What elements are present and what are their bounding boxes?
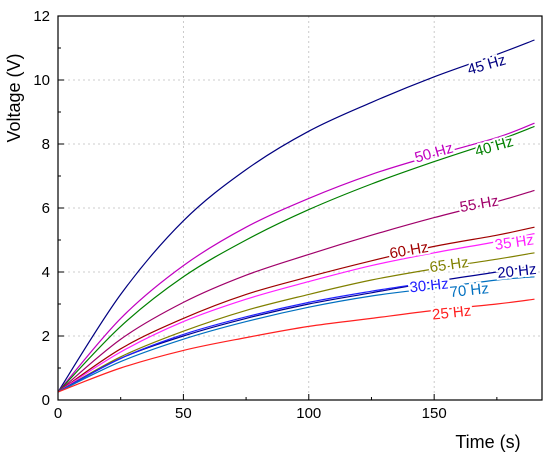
x-tick-label: 100 xyxy=(296,405,321,422)
series-label-20-hz: 20 Hz xyxy=(496,261,537,282)
y-tick-label: 6 xyxy=(42,200,50,217)
series-label-55-hz: 55 Hz xyxy=(458,193,500,217)
y-axis-title: Voltage (V) xyxy=(4,53,24,142)
series-line-65-hz xyxy=(57,252,535,393)
y-tick-label: 10 xyxy=(33,72,50,89)
y-tick-label: 12 xyxy=(33,8,50,25)
axis-ticks: 0 50 100 150 0 2 4 6 8 10 12 xyxy=(33,8,498,422)
series-line-70-hz xyxy=(57,276,535,393)
y-tick-label: 8 xyxy=(42,136,50,153)
grid xyxy=(58,16,542,400)
y-tick-label: 2 xyxy=(42,328,50,345)
series-label-45-hz: 45 Hz xyxy=(466,52,508,79)
series-line-40-hz xyxy=(57,125,535,393)
x-tick-label: 0 xyxy=(54,405,62,422)
series-label-60-hz: 60 Hz xyxy=(388,239,430,263)
y-tick-label: 4 xyxy=(42,264,50,281)
x-tick-label: 150 xyxy=(422,405,447,422)
series-label-70-hz: 70 Hz xyxy=(449,280,490,301)
series-line-50-hz xyxy=(57,122,535,393)
series-line-55-hz xyxy=(57,189,535,393)
series-line-60-hz xyxy=(57,226,535,393)
series-line-30-hz xyxy=(57,281,435,393)
series-label-40-hz: 40 Hz xyxy=(473,133,515,160)
x-tick-label: 50 xyxy=(175,405,192,422)
series-label-25-hz: 25 Hz xyxy=(431,303,472,324)
series-line-35-hz xyxy=(57,233,535,393)
series-label-65-hz: 65 Hz xyxy=(429,254,470,276)
series-line-45-hz xyxy=(57,39,535,393)
series-label-30-hz: 30 Hz xyxy=(409,275,450,296)
x-axis-title: Time (s) xyxy=(455,432,520,452)
y-tick-label: 0 xyxy=(42,392,50,409)
series-group xyxy=(57,39,535,393)
series-line-25-hz xyxy=(57,298,535,393)
